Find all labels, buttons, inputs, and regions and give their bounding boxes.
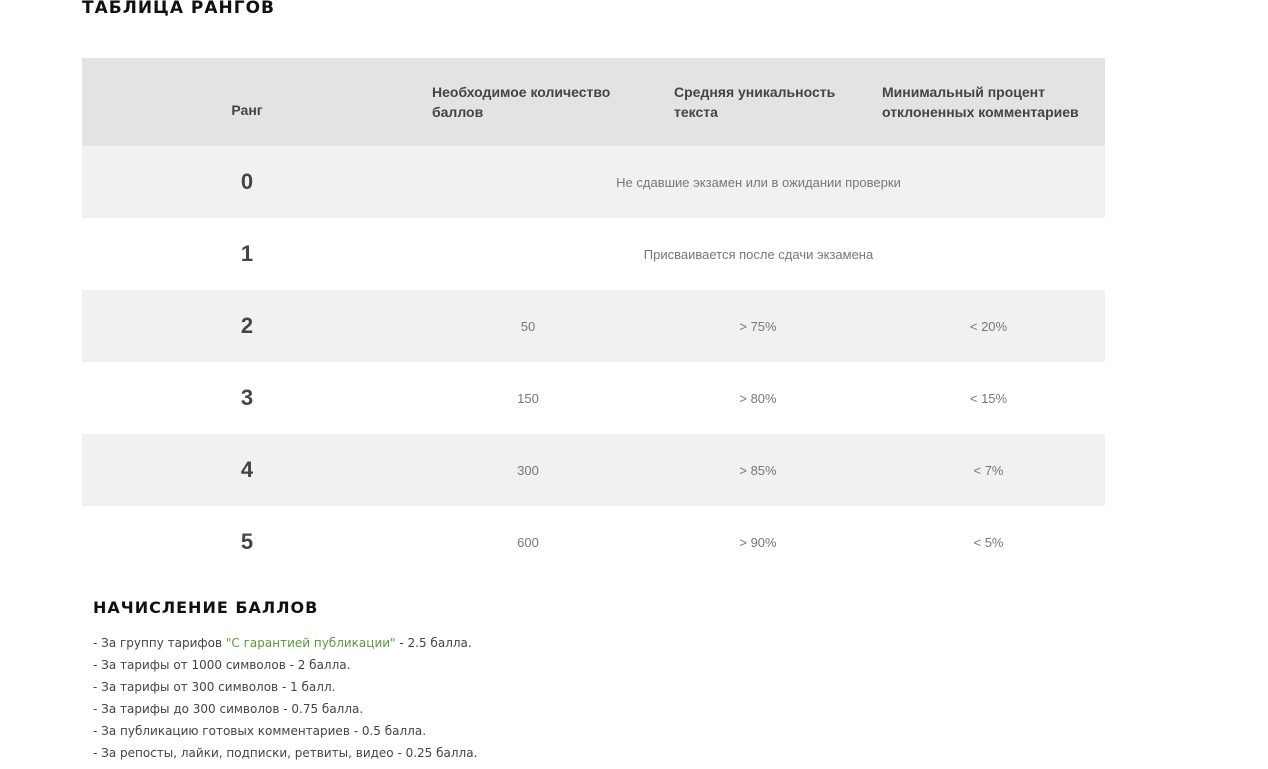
uniqueness-cell: > 75% xyxy=(739,318,777,334)
guaranteed-publication-link[interactable]: "С гарантией публикации" xyxy=(225,636,396,650)
rejected-cell: < 7% xyxy=(973,462,1004,478)
table-row: 5 600 > 90% < 5% xyxy=(82,506,1105,578)
rejected-cell: < 5% xyxy=(973,534,1004,550)
rank-cell: 0 xyxy=(240,169,254,194)
rank-table: Ранг Необходимое количество баллов Средн… xyxy=(82,58,1105,578)
rejected-cell: < 20% xyxy=(969,318,1008,334)
points-cell: 600 xyxy=(517,534,539,550)
list-item: - За группу тарифов "С гарантией публика… xyxy=(93,633,477,655)
uniqueness-cell: > 85% xyxy=(739,462,777,478)
list-item: - За тарифы от 300 символов - 1 балл. xyxy=(93,680,336,694)
list-item: - За тарифы от 1000 символов - 2 балла. xyxy=(93,658,351,672)
header-rejected: Минимальный процент отклоненных коммента… xyxy=(882,84,1079,120)
header-rank: Ранг xyxy=(231,102,263,118)
item-prefix: - За группу тарифов xyxy=(93,636,226,650)
list-item: - За тарифы до 300 символов - 0.75 балла… xyxy=(93,702,364,716)
rank-cell: 1 xyxy=(240,241,254,266)
points-cell: 50 xyxy=(520,318,536,334)
table-row: 1 Присваивается после сдачи экзамена xyxy=(82,218,1105,290)
table-row: 3 150 > 80% < 15% xyxy=(82,362,1105,434)
header-points: Необходимое количество баллов xyxy=(432,84,611,120)
points-cell: 150 xyxy=(517,390,539,406)
rank-cell: 5 xyxy=(240,529,254,554)
rejected-cell: < 15% xyxy=(969,390,1008,406)
note-cell: Присваивается после сдачи экзамена xyxy=(643,246,874,262)
table-row: 0 Не сдавшие экзамен или в ожидании пров… xyxy=(82,146,1105,218)
table-row: 4 300 > 85% < 7% xyxy=(82,434,1105,506)
table-header: Ранг Необходимое количество баллов Средн… xyxy=(82,58,1105,146)
page-title: ТАБЛИЦА РАНГОВ xyxy=(82,0,275,18)
rank-cell: 3 xyxy=(240,385,254,410)
rank-cell: 4 xyxy=(240,457,254,482)
points-section-title: НАЧИСЛЕНИЕ БАЛЛОВ xyxy=(93,598,319,617)
item-suffix: - 2.5 балла. xyxy=(395,636,472,650)
rank-cell: 2 xyxy=(240,313,254,338)
uniqueness-cell: > 90% xyxy=(739,534,777,550)
points-list: - За группу тарифов "С гарантией публика… xyxy=(93,633,477,765)
table-row: 2 50 > 75% < 20% xyxy=(82,290,1105,362)
uniqueness-cell: > 80% xyxy=(739,390,777,406)
list-item: - За репосты, лайки, подписки, ретвиты, … xyxy=(93,746,478,760)
points-cell: 300 xyxy=(517,462,539,478)
list-item: - За публикацию готовых комментариев - 0… xyxy=(93,724,427,738)
note-cell: Не сдавшие экзамен или в ожидании провер… xyxy=(616,174,901,190)
header-uniqueness: Средняя уникальность текста xyxy=(674,84,836,120)
